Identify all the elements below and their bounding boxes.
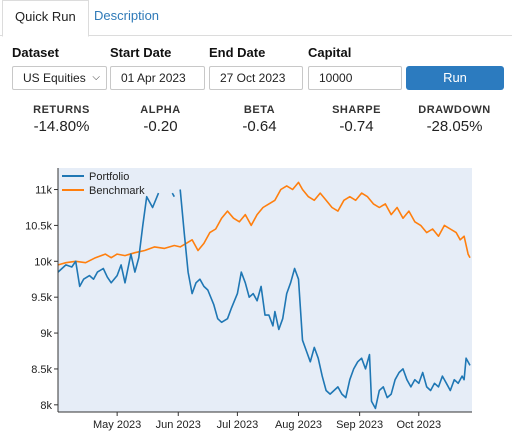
metric-name: SHARPE [332, 104, 381, 116]
y-tick-label: 11k [35, 185, 52, 197]
end-date-input[interactable]: 27 Oct 2023 [209, 66, 303, 90]
metric-sharpe: SHARPE -0.74 [309, 104, 404, 135]
dataset-select-value: US Equities [23, 71, 86, 85]
metric-name: ALPHA [140, 104, 181, 116]
chevron-down-icon: ⌵ [92, 72, 100, 83]
capital-label: Capital [308, 45, 352, 60]
metric-name: BETA [243, 104, 276, 116]
series-line-benchmark [58, 181, 471, 266]
tab-quick-run[interactable]: Quick Run [2, 0, 89, 37]
metric-returns: RETURNS -14.80% [14, 104, 109, 135]
metric-name: RETURNS [33, 104, 90, 116]
dataset-select[interactable]: US Equities ⌵ [12, 66, 107, 90]
plot-background [58, 168, 472, 412]
y-tick-label: 10k [34, 256, 52, 268]
dataset-label: Dataset [12, 45, 59, 60]
metric-value: -0.74 [339, 118, 374, 135]
x-tick-label: Aug 2023 [275, 419, 322, 431]
performance-chart: 8k 8.5k 9k 9.5k 10k 10.5k 11k May 2023 Jun 2023 J… [25, 168, 472, 431]
metric-value: -14.80% [33, 118, 90, 135]
start-date-input[interactable]: 01 Apr 2023 [110, 66, 205, 90]
y-tick-label: 8.5k [31, 364, 52, 376]
y-tick-label: 9.5k [31, 292, 52, 304]
metric-name: DRAWDOWN [418, 104, 491, 116]
metric-value: -28.05% [426, 118, 483, 135]
tab-description[interactable]: Description [94, 8, 160, 23]
y-tick-label: 8k [40, 400, 52, 412]
tab-bar: Quick Run Description [0, 0, 512, 37]
y-tick-label: 9k [40, 328, 52, 340]
x-tick-label: Jul 2023 [217, 419, 259, 431]
metric-value: -0.64 [242, 118, 277, 135]
metric-value: -0.20 [143, 118, 178, 135]
x-tick-label: Sep 2023 [336, 419, 383, 431]
run-button[interactable]: Run [406, 66, 504, 90]
legend-label-benchmark: Benchmark [89, 185, 145, 197]
start-date-label: Start Date [110, 45, 172, 60]
legend-label-portfolio: Portfolio [89, 171, 129, 183]
end-date-label: End Date [209, 45, 266, 60]
x-tick-label: Oct 2023 [396, 419, 441, 431]
metric-beta: BETA -0.64 [212, 104, 307, 135]
metric-drawdown: DRAWDOWN -28.05% [407, 104, 502, 135]
y-tick-label: 10.5k [25, 220, 52, 232]
metric-alpha: ALPHA -0.20 [113, 104, 208, 135]
capital-input[interactable]: 10000 [308, 66, 402, 90]
series-line-portfolio [58, 189, 471, 410]
x-tick-label: Jun 2023 [156, 419, 201, 431]
x-tick-label: May 2023 [93, 419, 141, 431]
